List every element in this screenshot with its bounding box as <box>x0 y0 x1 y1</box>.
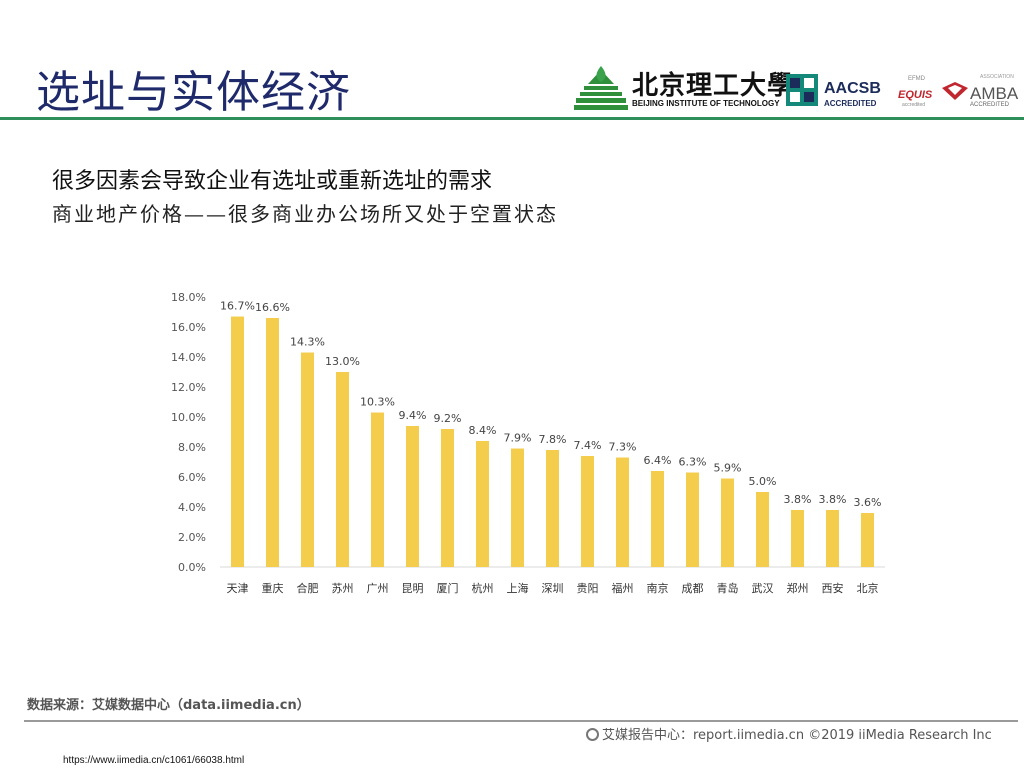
y-tick-label: 18.0% <box>171 291 206 304</box>
bar <box>756 492 769 567</box>
bar-value-label: 6.3% <box>679 456 707 469</box>
page-title: 选址与实体经济 <box>36 67 351 118</box>
bar-value-label: 10.3% <box>360 396 395 409</box>
bar <box>686 472 699 567</box>
iimedia-logo-icon <box>586 728 599 741</box>
bar <box>476 441 489 567</box>
bar <box>861 513 874 567</box>
vacancy-bar-chart: 0.0% 2.0% 4.0% 6.0% 8.0% 10.0% 12.0% 14.0% 16.0%… <box>150 280 900 610</box>
equis-sub-label: accredited <box>902 102 926 108</box>
x-tick-label: 贵阳 <box>577 582 599 595</box>
subtitle: 很多因素会导致企业有选址或重新选址的需求 <box>52 169 493 194</box>
amba-sub-label: ACCREDITED <box>970 102 1010 108</box>
x-tick-label: 南京 <box>647 581 669 595</box>
x-tick-label: 福州 <box>612 581 634 595</box>
x-tick-label: 苏州 <box>332 582 354 595</box>
x-tick-label: 天津 <box>227 582 249 595</box>
y-tick-label: 2.0% <box>178 531 206 544</box>
bar <box>336 372 349 567</box>
x-tick-label: 北京 <box>857 581 879 595</box>
bar-value-label: 8.4% <box>469 424 497 437</box>
y-tick-label: 4.0% <box>178 501 206 514</box>
y-tick-label: 14.0% <box>171 351 206 364</box>
aacsb-label: AACSB <box>824 80 881 97</box>
bar-value-label: 7.4% <box>574 439 602 452</box>
logo-strip: 北京理工大學 BEIJING INSTITUTE OF TECHNOLOGY A… <box>572 62 1024 114</box>
bar-value-label: 6.4% <box>644 454 672 467</box>
bar <box>826 510 839 567</box>
bar-value-label: 3.8% <box>819 493 847 506</box>
bar <box>616 457 629 567</box>
bar-value-label: 9.2% <box>434 412 462 425</box>
bar <box>581 456 594 567</box>
bar-value-label: 13.0% <box>325 355 360 368</box>
y-tick-label: 10.0% <box>171 411 206 424</box>
bar <box>266 318 279 567</box>
bar-value-label: 5.0% <box>749 475 777 488</box>
equis-label: EQUIS <box>898 89 933 101</box>
amba-label: AMBA <box>970 84 1019 103</box>
x-tick-label: 郑州 <box>787 581 809 595</box>
x-tick-label: 昆明 <box>402 582 424 595</box>
bar-value-label: 7.3% <box>609 441 637 454</box>
bar <box>721 478 734 567</box>
bar <box>651 471 664 567</box>
x-tick-label: 重庆 <box>262 581 284 595</box>
bar-value-label: 3.8% <box>784 493 812 506</box>
bar <box>546 450 559 567</box>
bar-value-label: 7.9% <box>504 432 532 445</box>
bar-value-label: 5.9% <box>714 462 742 475</box>
bit-name-chinese: 北京理工大學 <box>632 71 795 101</box>
page-url: https://www.iimedia.cn/c1061/66038.html <box>63 755 245 766</box>
y-tick-label: 0.0% <box>178 561 206 574</box>
bar-value-label: 9.4% <box>399 409 427 422</box>
x-tick-label: 武汉 <box>752 582 774 595</box>
y-tick-label: 8.0% <box>178 441 206 454</box>
x-tick-label: 厦门 <box>437 581 459 595</box>
footer-text: 艾媒报告中心：report.iimedia.cn ©2019 iiMedia R… <box>602 728 992 743</box>
x-tick-label: 广州 <box>367 582 389 595</box>
aacsb-logo-icon <box>786 74 818 106</box>
bar-value-label: 14.3% <box>290 336 325 349</box>
efmd-label: EFMD <box>908 76 925 82</box>
bar <box>371 412 384 567</box>
x-tick-label: 杭州 <box>472 581 494 595</box>
x-tick-label: 深圳 <box>542 582 564 595</box>
bar <box>791 510 804 567</box>
x-tick-label: 西安 <box>822 581 844 595</box>
subtitle-secondary: 商业地产价格——很多商业办公场所又处于空置状态 <box>52 202 558 226</box>
footer-brand: 艾媒报告中心：report.iimedia.cn ©2019 iiMedia R… <box>586 724 992 743</box>
bar-value-label: 16.6% <box>255 301 290 314</box>
title-divider <box>0 117 1024 120</box>
data-source: 数据来源：艾媒数据中心（data.iimedia.cn） <box>27 698 310 713</box>
x-tick-label: 成都 <box>682 582 704 595</box>
x-tick-label: 合肥 <box>297 581 319 595</box>
x-tick-label: 青岛 <box>717 581 739 595</box>
bar <box>406 426 419 567</box>
aacsb-sub-label: ACCREDITED <box>824 99 877 108</box>
y-tick-label: 6.0% <box>178 471 206 484</box>
x-tick-label: 上海 <box>507 581 529 595</box>
footer-divider <box>24 720 1018 722</box>
bar <box>231 316 244 567</box>
bar-value-label: 7.8% <box>539 433 567 446</box>
amba-logo-icon <box>942 82 968 100</box>
bar-value-label: 16.7% <box>220 300 255 313</box>
bar-value-label: 3.6% <box>854 496 882 509</box>
bar <box>441 429 454 567</box>
bar <box>511 448 524 567</box>
bar <box>301 352 314 567</box>
bit-emblem-icon <box>574 66 628 110</box>
amba-association-label: ASSOCIATION <box>980 74 1014 80</box>
chart-canvas: 0.0% 2.0% 4.0% 6.0% 8.0% 10.0% 12.0% 14.0% 16.0%… <box>171 291 885 595</box>
y-tick-label: 16.0% <box>171 321 206 334</box>
bit-name-english: BEIJING INSTITUTE OF TECHNOLOGY <box>632 99 780 108</box>
y-tick-label: 12.0% <box>171 381 206 394</box>
